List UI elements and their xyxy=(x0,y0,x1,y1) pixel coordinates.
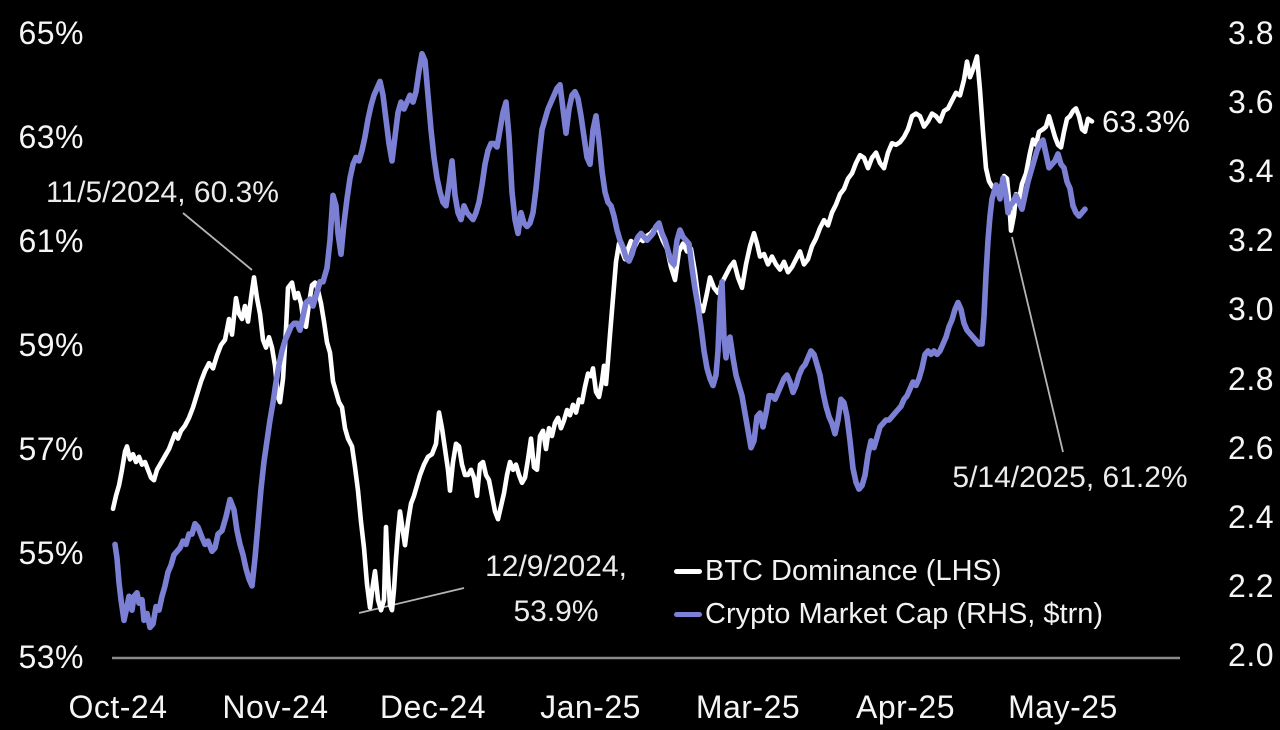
legend-line-swatch-icon xyxy=(674,612,702,617)
x-axis-tick: Apr-25 xyxy=(855,689,956,725)
legend-item-crypto-market-cap: Crypto Market Cap (RHS, $trn) xyxy=(674,600,1103,629)
low-may-annotation: 5/14/2025, 61.2% xyxy=(952,455,1187,500)
x-axis-tick: Mar-25 xyxy=(695,689,801,725)
right-axis-tick: 2.8 xyxy=(1228,360,1274,397)
legend-label: Crypto Market Cap (RHS, $trn) xyxy=(705,598,1104,630)
right-axis-tick: 3.4 xyxy=(1228,153,1274,190)
left-axis-tick: 61% xyxy=(18,223,84,259)
x-axis-tick: Nov-24 xyxy=(222,689,329,725)
left-axis-tick: 55% xyxy=(18,535,84,571)
right-axis-tick: 2.0 xyxy=(1228,637,1274,673)
left-axis-tick: 53% xyxy=(18,639,84,675)
low-dec-annotation: 12/9/2024, 53.9% xyxy=(485,544,627,634)
right-axis-tick: 2.4 xyxy=(1228,498,1274,535)
crypto-market-cap-line xyxy=(112,50,1088,631)
series-lines xyxy=(110,50,1095,631)
legend-line-swatch-icon xyxy=(674,569,702,574)
low-may-leader-line xyxy=(1011,236,1064,453)
right-axis-tick: 3.2 xyxy=(1228,222,1274,259)
right-axis-tick: 3.6 xyxy=(1228,84,1274,121)
x-axis-tick: May-25 xyxy=(1008,689,1118,725)
peak-nov-annotation: 11/5/2024, 60.3% xyxy=(46,170,279,215)
right-axis-tick: 2.2 xyxy=(1228,567,1274,604)
leader-lines xyxy=(182,212,1064,614)
annotation-text: 11/5/2024, 60.3% xyxy=(46,176,279,209)
right-axis-tick: 3.0 xyxy=(1228,291,1274,328)
legend-item-btc-dominance: BTC Dominance (LHS) xyxy=(674,557,1002,586)
left-axis-tick: 65% xyxy=(18,15,84,51)
left-axis-tick: 63% xyxy=(18,119,84,155)
peak-nov-leader-line xyxy=(182,212,253,271)
x-axis-tick: Jan-25 xyxy=(540,689,641,725)
right-axis-tick: 3.8 xyxy=(1228,15,1274,51)
annotation-text: 12/9/2024, xyxy=(485,550,627,583)
low-dec-leader-line xyxy=(358,587,465,614)
annotation-text: 53.9% xyxy=(513,595,599,628)
right-axis-tick: 2.6 xyxy=(1228,429,1274,466)
legend-label: BTC Dominance (LHS) xyxy=(705,555,1002,587)
btc-dominance-latest-value-label: 63.3% xyxy=(1102,104,1190,139)
left-axis-tick: 57% xyxy=(18,431,84,467)
x-axis-tick: Dec-24 xyxy=(379,689,487,725)
annotation-text: 5/14/2025, 61.2% xyxy=(952,461,1188,494)
btc-dominance-line xyxy=(110,54,1095,613)
x-axis-tick: Oct-24 xyxy=(68,689,168,725)
left-axis-tick: 59% xyxy=(18,327,84,363)
